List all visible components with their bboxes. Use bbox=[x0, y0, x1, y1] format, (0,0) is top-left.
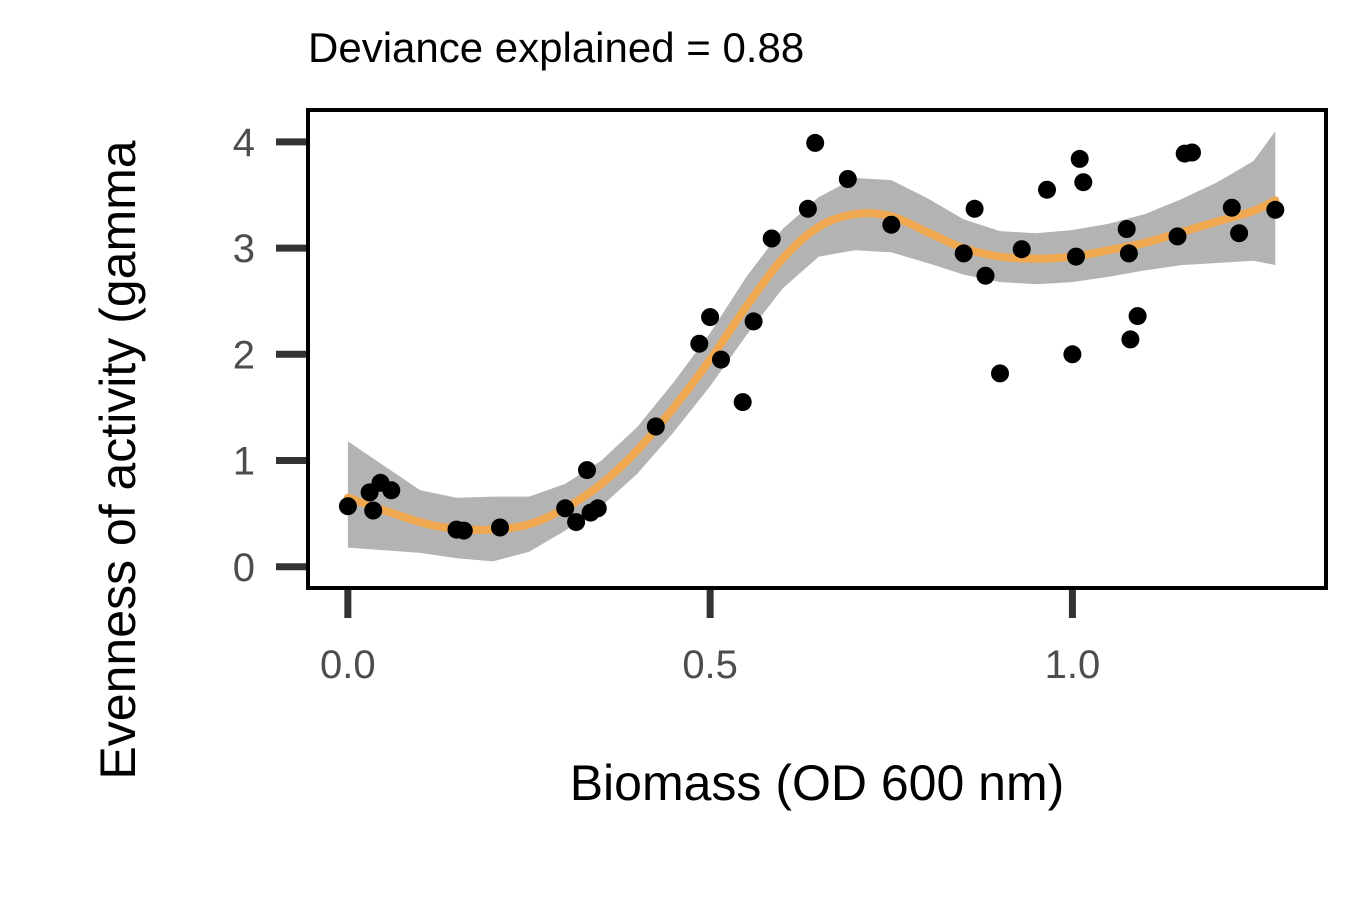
x-axis: 0.0 0.5 1.0 bbox=[320, 590, 1100, 687]
data-point bbox=[806, 133, 825, 152]
x-tick-label: 1.0 bbox=[1045, 643, 1101, 687]
data-point bbox=[838, 170, 857, 188]
data-point bbox=[954, 244, 973, 263]
data-point bbox=[567, 513, 586, 532]
y-axis-title: Evenness of activity (gamma bbox=[90, 140, 146, 779]
panel-border bbox=[306, 108, 1328, 590]
fit-line bbox=[343, 196, 1280, 534]
x-tick-label: 0.0 bbox=[320, 643, 376, 687]
data-point bbox=[364, 501, 383, 520]
data-point bbox=[491, 518, 509, 537]
data-point bbox=[976, 266, 995, 285]
y-tick-label: 1 bbox=[233, 440, 255, 484]
data-point bbox=[762, 229, 781, 248]
data-point bbox=[733, 393, 752, 412]
data-point bbox=[690, 334, 709, 353]
x-axis-title: Biomass (OD 600 nm) bbox=[570, 755, 1065, 811]
data-point bbox=[454, 521, 473, 540]
data-point bbox=[1168, 227, 1187, 246]
data-point bbox=[1121, 330, 1140, 349]
y-tick-label: 2 bbox=[233, 333, 255, 377]
data-point bbox=[556, 499, 575, 518]
y-tick-label: 4 bbox=[233, 121, 255, 165]
data-point bbox=[1128, 307, 1147, 326]
data-point bbox=[1012, 240, 1031, 259]
data-point bbox=[1038, 180, 1056, 199]
x-tick-label: 0.5 bbox=[682, 643, 738, 687]
y-axis: 0 1 2 3 4 bbox=[233, 121, 306, 590]
plot-area bbox=[338, 131, 1285, 562]
data-point bbox=[1222, 198, 1241, 217]
data-point bbox=[712, 350, 730, 369]
data-point bbox=[965, 199, 984, 218]
data-point bbox=[701, 308, 720, 327]
data-point bbox=[338, 497, 357, 516]
data-point bbox=[1119, 244, 1138, 263]
data-point bbox=[1230, 224, 1249, 243]
data-point bbox=[1117, 220, 1136, 238]
y-tick-label: 0 bbox=[233, 546, 255, 590]
data-point bbox=[798, 199, 817, 218]
chart-subtitle: Deviance explained = 0.88 bbox=[308, 24, 804, 71]
data-point bbox=[1063, 345, 1082, 364]
data-point bbox=[1266, 200, 1285, 219]
data-point bbox=[882, 215, 901, 234]
data-point bbox=[991, 364, 1009, 383]
data-point bbox=[1183, 143, 1201, 162]
data-point bbox=[382, 481, 401, 500]
data-point bbox=[646, 417, 665, 436]
data-point bbox=[588, 499, 607, 518]
data-point bbox=[1067, 247, 1085, 266]
data-point bbox=[1070, 149, 1089, 168]
data-point bbox=[744, 312, 763, 331]
data-point bbox=[578, 461, 596, 480]
y-tick-label: 3 bbox=[233, 227, 255, 271]
confidence-band bbox=[347, 131, 1276, 562]
data-point bbox=[1074, 173, 1093, 192]
